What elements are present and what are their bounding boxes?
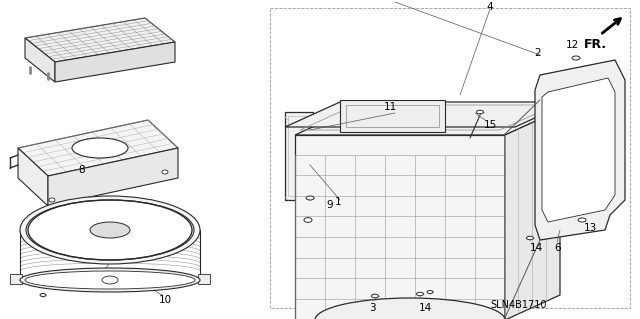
- Ellipse shape: [306, 196, 314, 200]
- Text: 5: 5: [45, 225, 51, 235]
- Text: 7: 7: [84, 272, 92, 282]
- Text: 12: 12: [565, 40, 579, 50]
- Ellipse shape: [26, 200, 194, 260]
- Polygon shape: [295, 135, 505, 319]
- Text: 15: 15: [483, 120, 497, 130]
- Ellipse shape: [20, 268, 200, 292]
- Polygon shape: [48, 148, 178, 206]
- Ellipse shape: [578, 218, 586, 222]
- Ellipse shape: [572, 56, 580, 60]
- Text: 2: 2: [534, 48, 541, 58]
- Polygon shape: [198, 274, 210, 284]
- Text: 10: 10: [159, 295, 172, 305]
- Bar: [315, 135, 485, 185]
- Ellipse shape: [49, 198, 55, 202]
- Ellipse shape: [90, 222, 130, 238]
- Text: 14: 14: [529, 243, 543, 253]
- Bar: [285, 112, 313, 200]
- Text: 3: 3: [369, 303, 375, 313]
- Text: 13: 13: [584, 223, 596, 233]
- Text: 9: 9: [326, 200, 333, 210]
- Ellipse shape: [371, 294, 378, 298]
- Bar: [323, 140, 477, 180]
- Ellipse shape: [40, 293, 46, 296]
- Text: SLN4B1710: SLN4B1710: [490, 300, 547, 310]
- Ellipse shape: [72, 138, 128, 158]
- Polygon shape: [25, 38, 55, 82]
- Ellipse shape: [315, 298, 505, 319]
- Polygon shape: [340, 100, 445, 132]
- Text: 8: 8: [79, 165, 85, 175]
- Bar: [288, 116, 310, 196]
- Ellipse shape: [427, 291, 433, 293]
- Ellipse shape: [162, 170, 168, 174]
- Polygon shape: [18, 120, 178, 176]
- Polygon shape: [295, 110, 560, 135]
- Polygon shape: [285, 102, 570, 127]
- Text: 4: 4: [486, 2, 493, 12]
- Ellipse shape: [304, 218, 312, 222]
- Polygon shape: [542, 78, 615, 222]
- Text: FR.: FR.: [584, 38, 607, 51]
- Text: 14: 14: [419, 303, 431, 313]
- Ellipse shape: [20, 196, 200, 264]
- Text: 11: 11: [383, 102, 397, 112]
- Ellipse shape: [417, 292, 424, 296]
- Polygon shape: [535, 60, 625, 240]
- Ellipse shape: [527, 236, 534, 240]
- Polygon shape: [25, 18, 175, 62]
- Ellipse shape: [25, 271, 195, 289]
- Ellipse shape: [477, 110, 483, 114]
- Polygon shape: [18, 148, 48, 206]
- Text: 6: 6: [555, 243, 561, 253]
- Polygon shape: [10, 274, 22, 284]
- Polygon shape: [55, 42, 175, 82]
- Text: 1: 1: [335, 197, 341, 207]
- Ellipse shape: [102, 276, 118, 284]
- Polygon shape: [505, 110, 560, 319]
